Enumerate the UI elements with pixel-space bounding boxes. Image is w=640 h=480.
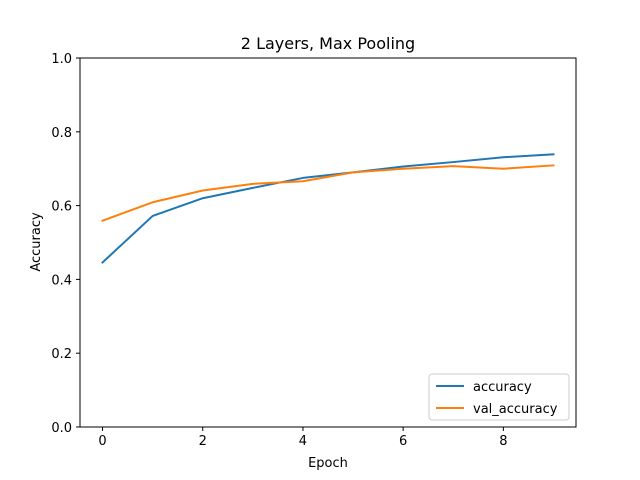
legend: accuracy val_accuracy	[428, 373, 570, 421]
x-tick-label: 2	[199, 434, 207, 449]
y-tick-label: 0.0	[51, 421, 72, 436]
y-tick-label: 0.2	[51, 347, 72, 362]
x-tick-label: 8	[499, 434, 507, 449]
y-tick-label: 1.0	[51, 52, 72, 67]
y-tick-label: 0.6	[51, 200, 72, 215]
legend-label-val-accuracy: val_accuracy	[473, 402, 558, 417]
legend-label-accuracy: accuracy	[473, 380, 532, 395]
x-tick-label: 6	[399, 434, 407, 449]
plot-lines	[101, 153, 555, 264]
y-axis-ticks: 0.0 0.2 0.4 0.6 0.8 1.0	[51, 52, 80, 436]
series-line-accuracy	[101, 153, 555, 264]
y-tick-label: 0.8	[51, 126, 72, 141]
x-tick-label: 4	[299, 434, 307, 449]
y-tick-label: 0.4	[51, 273, 72, 288]
x-axis-label: Epoch	[308, 456, 348, 471]
series-line-val-accuracy	[101, 164, 555, 223]
x-axis-ticks: 0 2 4 6 8	[98, 427, 507, 449]
plot-frame	[79, 57, 577, 428]
y-axis-label: Accuracy	[29, 212, 44, 272]
x-tick-label: 0	[98, 434, 106, 449]
chart-title: 2 Layers, Max Pooling	[241, 34, 415, 53]
